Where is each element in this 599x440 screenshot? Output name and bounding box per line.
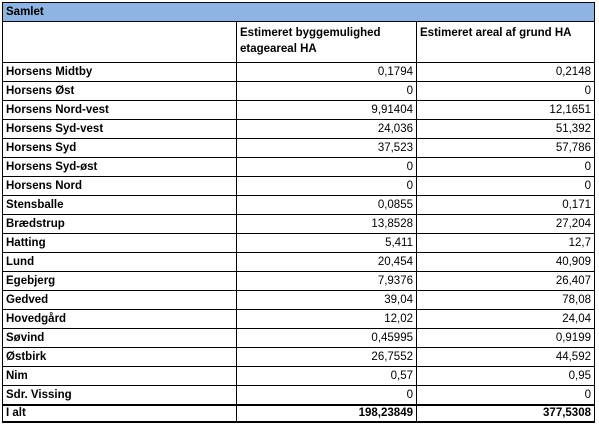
data-row: Gedved 39,04 78,08: [2, 290, 595, 310]
data-row: Stensballe 0,0855 0,171: [2, 195, 595, 215]
cell-value: 0,57: [236, 366, 417, 386]
row-label: Brædstrup: [2, 214, 237, 234]
row-label: Egebjerg: [2, 271, 237, 291]
cell-value: 0,45995: [236, 328, 417, 348]
cell-value: 24,04: [416, 309, 595, 329]
row-label: Hovedgård: [2, 309, 237, 329]
cell-value: 24,036: [236, 119, 417, 139]
cell-value: 0: [236, 385, 417, 405]
data-row: Hovedgård 12,02 24,04: [2, 309, 595, 329]
row-label: Sdr. Vissing: [2, 385, 237, 405]
cell-value: 12,7: [416, 233, 595, 253]
cell-value: 51,392: [416, 119, 595, 139]
row-label: Horsens Øst: [2, 81, 237, 101]
data-row: Østbirk 26,7552 44,592: [2, 347, 595, 367]
data-row: Horsens Øst 0 0: [2, 81, 595, 101]
cell-value: 20,454: [236, 252, 417, 272]
cell-value: 78,08: [416, 290, 595, 310]
cell-value: 377,5308: [416, 403, 595, 423]
data-row: Horsens Midtby 0,1794 0,2148: [2, 62, 595, 82]
row-label: Søvind: [2, 328, 237, 348]
row-label: Hatting: [2, 233, 237, 253]
table-title: Samlet: [2, 2, 595, 22]
cell-value: 0: [416, 176, 595, 196]
data-row: Horsens Syd-øst 0 0: [2, 157, 595, 177]
cell-value: 0,95: [416, 366, 595, 386]
row-label: Lund: [2, 252, 237, 272]
cell-value: 40,909: [416, 252, 595, 272]
row-label: Horsens Nord-vest: [2, 100, 237, 120]
data-row: Egebjerg 7,9376 26,407: [2, 271, 595, 291]
data-row: Horsens Syd-vest 24,036 51,392: [2, 119, 595, 139]
cell-value: 198,23849: [236, 403, 417, 423]
row-label: Horsens Midtby: [2, 62, 237, 82]
cell-value: 7,9376: [236, 271, 417, 291]
row-label: Horsens Nord: [2, 176, 237, 196]
column-header: Estimeret byggemulighed etageareal HA: [236, 21, 417, 63]
data-row: Brædstrup 13,8528 27,204: [2, 214, 595, 234]
data-row: Nim 0,57 0,95: [2, 366, 595, 386]
row-label: Horsens Syd-øst: [2, 157, 237, 177]
cell-value: 26,407: [416, 271, 595, 291]
cell-value: 0: [236, 176, 417, 196]
cell-value: 0: [236, 81, 417, 101]
cell-value: 0: [416, 81, 595, 101]
cell-value: 0,9199: [416, 328, 595, 348]
header-row: Estimeret byggemulighed etageareal HA Es…: [2, 21, 595, 63]
data-row: Horsens Syd 37,523 57,786: [2, 138, 595, 158]
data-row: Sdr. Vissing 0 0: [2, 385, 595, 405]
data-row: Horsens Nord-vest 9,91404 12,1651: [2, 100, 595, 120]
column-header: Estimeret areal af grund HA: [416, 21, 595, 63]
header-blank: [2, 21, 237, 63]
row-label: Gedved: [2, 290, 237, 310]
cell-value: 5,411: [236, 233, 417, 253]
cell-value: 0: [416, 385, 595, 405]
row-label: Stensballe: [2, 195, 237, 215]
cell-value: 13,8528: [236, 214, 417, 234]
row-label: Nim: [2, 366, 237, 386]
cell-value: 26,7552: [236, 347, 417, 367]
data-row: Lund 20,454 40,909: [2, 252, 595, 272]
cell-value: 12,02: [236, 309, 417, 329]
cell-value: 0,171: [416, 195, 595, 215]
row-label: Horsens Syd: [2, 138, 237, 158]
total-row: I alt 198,23849 377,5308: [2, 403, 595, 423]
cell-value: 9,91404: [236, 100, 417, 120]
row-label: I alt: [2, 403, 237, 423]
cell-value: 0,1794: [236, 62, 417, 82]
cell-value: 12,1651: [416, 100, 595, 120]
sheet: Samlet Estimeret byggemulighed etagearea…: [2, 2, 595, 423]
cell-value: 37,523: [236, 138, 417, 158]
cell-value: 0,2148: [416, 62, 595, 82]
cell-value: 27,204: [416, 214, 595, 234]
row-label: Horsens Syd-vest: [2, 119, 237, 139]
cell-value: 0: [236, 157, 417, 177]
data-row: Søvind 0,45995 0,9199: [2, 328, 595, 348]
cell-value: 57,786: [416, 138, 595, 158]
cell-value: 39,04: [236, 290, 417, 310]
data-row: Hatting 5,411 12,7: [2, 233, 595, 253]
row-label: Østbirk: [2, 347, 237, 367]
title-row: Samlet: [2, 2, 595, 22]
cell-value: 44,592: [416, 347, 595, 367]
data-table: Samlet Estimeret byggemulighed etagearea…: [2, 2, 595, 423]
cell-value: 0,0855: [236, 195, 417, 215]
cell-value: 0: [416, 157, 595, 177]
data-row: Horsens Nord 0 0: [2, 176, 595, 196]
